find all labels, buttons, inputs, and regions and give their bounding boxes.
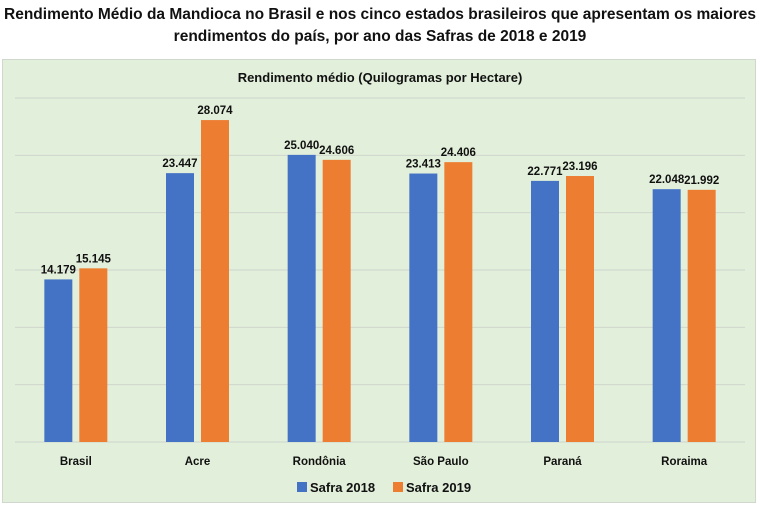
data-label: 14.179	[41, 264, 76, 276]
x-tick-label: São Paulo	[413, 456, 469, 468]
bar-safra-2019	[444, 162, 473, 442]
legend-label: Safra 2018	[310, 480, 375, 495]
bar-safra-2019	[201, 120, 229, 442]
bar-safra-2018	[409, 173, 438, 442]
data-label: 23.196	[562, 161, 597, 173]
data-label: 24.406	[441, 147, 476, 159]
data-label: 15.145	[76, 253, 112, 265]
page-title-line-2: rendimentos do país, por ano das Safras …	[173, 28, 587, 45]
bar-safra-2018	[166, 173, 194, 443]
bar-safra-2018	[287, 154, 316, 442]
data-label: 22.771	[527, 166, 563, 178]
x-tick-label: Rondônia	[293, 456, 347, 468]
legend-item: Safra 2019	[393, 480, 471, 495]
legend-swatch	[393, 482, 403, 492]
bar-safra-2019	[322, 159, 351, 442]
data-label: 21.992	[684, 175, 719, 187]
bars	[44, 120, 716, 443]
x-axis-labels: Brasil Acre Rondônia São Paulo Paraná Roraima	[60, 456, 708, 468]
legend-swatch	[297, 482, 307, 492]
bar-safra-2018	[652, 189, 681, 442]
bar-safra-2019	[566, 176, 594, 442]
data-label: 22.048	[649, 174, 685, 186]
x-tick-label: Roraima	[661, 456, 708, 468]
data-label: 28.074	[197, 105, 233, 117]
bar-safra-2018	[44, 279, 73, 442]
x-tick-label: Acre	[185, 456, 211, 468]
x-tick-label: Brasil	[60, 456, 92, 468]
bar-safra-2019	[79, 268, 108, 442]
page-title: Rendimento Médio da Mandioca no Brasil e…	[0, 4, 760, 48]
legend-item: Safra 2018	[297, 480, 375, 495]
data-label: 25.040	[284, 140, 319, 152]
data-label: 23.447	[162, 158, 197, 170]
page-title-line-1: Rendimento Médio da Mandioca no Brasil e…	[4, 6, 756, 23]
legend: Safra 2018 Safra 2019	[297, 480, 471, 495]
legend-label: Safra 2019	[406, 480, 471, 495]
bar-safra-2018	[531, 180, 559, 443]
bar-safra-2019	[687, 189, 716, 442]
gridlines	[15, 97, 745, 443]
x-tick-label: Paraná	[543, 456, 582, 468]
data-label: 24.606	[319, 145, 354, 157]
data-label: 23.413	[406, 159, 441, 171]
chart-title: Rendimento médio (Quilogramas por Hectar…	[238, 70, 523, 85]
chart-area	[2, 59, 756, 503]
